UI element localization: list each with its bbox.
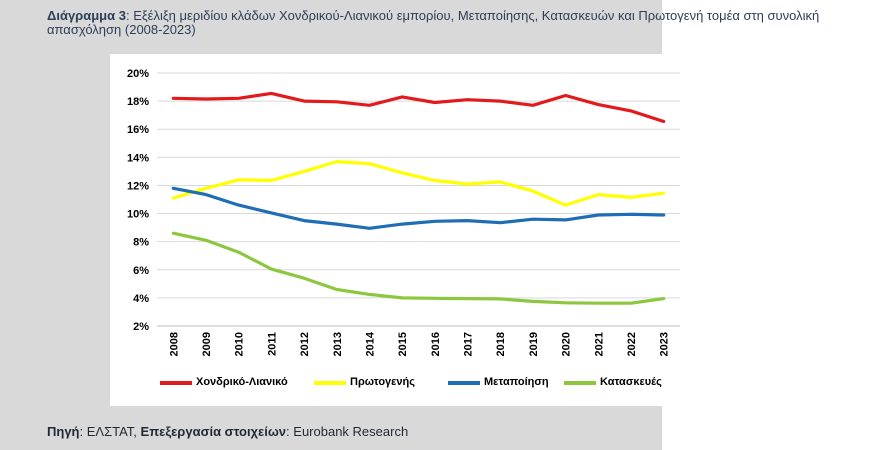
y-tick-label: 10%	[127, 209, 149, 221]
source-text-1: : ΕΛΣΤΑΤ,	[79, 424, 141, 439]
y-tick-label: 14%	[127, 152, 149, 164]
chart-card: 2% 4% 6% 8% 10% 12% 14% 16% 18% 20% 2008 2009 2010 20…	[110, 54, 697, 406]
x-tick-label: 2018	[495, 332, 507, 356]
line-chart: 2% 4% 6% 8% 10% 12% 14% 16% 18% 20% 2008 2009 2010 20…	[127, 68, 680, 356]
legend-label: Χονδρικό-Λιανικό	[196, 376, 288, 388]
series-line-4	[171, 231, 666, 305]
legend: Χονδρικό-Λιανικό Πρωτογενής Μεταποίηση Κατα…	[110, 374, 697, 392]
y-tick-label: 2%	[133, 321, 149, 333]
x-tick-label: 2022	[626, 332, 638, 356]
y-tick-label: 8%	[133, 237, 149, 249]
y-tick-label: 18%	[127, 96, 149, 108]
legend-label: Πρωτογενής	[350, 376, 415, 388]
x-tick-label: 2015	[397, 332, 409, 356]
x-tick-label: 2020	[561, 332, 573, 356]
chart-heading: Διάγραμμα 3: Εξέλιξη μεριδίου κλάδων Χον…	[47, 9, 877, 37]
legend-label: Μεταποίηση	[484, 376, 549, 388]
y-tick-label: 12%	[127, 180, 149, 192]
legend-swatch	[564, 381, 596, 385]
x-tick-label: 2008	[168, 332, 180, 356]
y-tick-label: 20%	[127, 68, 149, 80]
x-tick-label: 2009	[201, 332, 213, 356]
y-tick-label: 4%	[133, 293, 149, 305]
source-note: Πηγή: ΕΛΣΤΑΤ, Επεξεργασία στοιχείων: Eur…	[47, 424, 408, 439]
legend-swatch	[448, 381, 480, 385]
y-tick-label: 16%	[127, 124, 149, 136]
x-tick-label: 2019	[528, 332, 540, 356]
legend-label: Κατασκευές	[600, 376, 662, 388]
x-tick-label: 2013	[332, 332, 344, 356]
series-line-3	[171, 186, 666, 230]
x-tick-label: 2023	[659, 332, 671, 356]
x-tick-label: 2014	[364, 331, 376, 356]
x-tick-label: 2012	[299, 332, 311, 356]
x-tick-label: 2016	[430, 332, 442, 356]
figure-label-colon: :	[125, 8, 130, 23]
x-tick-label: 2021	[593, 332, 605, 356]
series-line-1	[171, 91, 666, 124]
y-tick-label: 6%	[133, 265, 149, 277]
x-tick-label: 2011	[266, 332, 278, 356]
source-label: Πηγή	[47, 424, 80, 439]
processing-label: Επεξεργασία στοιχείων	[140, 424, 287, 439]
series-line-2	[171, 159, 666, 207]
x-tick-label: 2010	[234, 332, 246, 356]
legend-swatch	[314, 381, 346, 385]
legend-swatch	[160, 381, 192, 385]
figure-title: Εξέλιξη μεριδίου κλάδων Χονδρικού-Λιανικ…	[47, 8, 820, 37]
source-text-2: : Eurobank Research	[286, 424, 409, 439]
x-tick-label: 2017	[463, 332, 475, 356]
figure-label: Διάγραμμα 3	[47, 8, 126, 23]
